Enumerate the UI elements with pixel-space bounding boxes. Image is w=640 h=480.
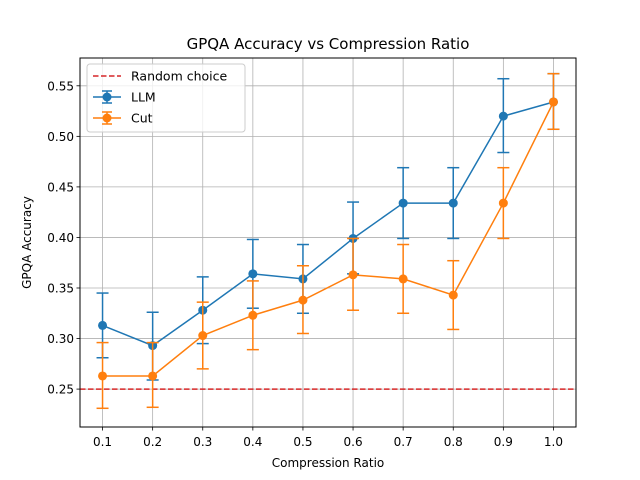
y-tick-label: 0.25 [47,383,74,397]
data-point-cut [298,295,308,305]
series-line-cut [102,101,555,377]
y-tick-label: 0.50 [47,130,74,144]
data-point-llm [398,198,408,208]
data-point-llm [498,111,508,121]
series-line-llm [102,101,554,347]
legend-label-cut: Cut [131,111,153,126]
plot-frame [79,57,577,428]
x-tick-label: 0.6 [344,435,363,449]
y-tick-label: 0.30 [47,332,74,346]
data-point-cut [498,198,508,208]
y-tick-label: 0.35 [47,281,74,295]
data-point-cut [348,270,358,280]
y-tick-label: 0.45 [47,180,74,194]
data-point-cut [148,371,158,381]
x-axis-label: Compression Ratio [272,456,385,470]
legend-label-random-choice: Random choice [131,69,228,84]
axis-ticks: 0.1 0.2 0.3 0.4 0.5 0.6 0.7 0.8 0.9 1.0 0.25 0.30 0.… [47,79,563,449]
legend-swatch-llm [93,90,121,104]
data-point-cut [448,290,458,300]
y-axis-label: GPQA Accuracy [20,196,34,289]
legend-swatch-cut [93,111,121,125]
x-tick-label: 0.7 [394,435,413,449]
data-point-cut [198,331,208,341]
legend-label-llm: LLM [131,90,156,105]
data-point-cut [398,274,408,284]
data-point-cut [248,310,258,320]
legend: Random choice LLM Cut [86,63,246,133]
data-point-llm [448,198,458,208]
x-tick-label: 0.2 [143,435,162,449]
plot-data [80,72,576,410]
x-tick-label: 0.1 [93,435,112,449]
data-point-cut [548,97,558,107]
legend-box [86,63,246,133]
data-point-llm [98,320,108,330]
data-point-llm [248,269,258,279]
x-tick-label: 0.8 [444,435,463,449]
chart-title: GPQA Accuracy vs Compression Ratio [187,35,470,53]
x-tick-label: 0.3 [193,435,212,449]
y-tick-label: 0.55 [47,79,74,93]
data-point-cut [98,371,108,381]
x-tick-label: 0.5 [293,435,312,449]
x-tick-label: 0.4 [243,435,262,449]
y-tick-label: 0.40 [47,231,74,245]
x-tick-label: 1.0 [544,435,563,449]
x-tick-label: 0.9 [494,435,513,449]
